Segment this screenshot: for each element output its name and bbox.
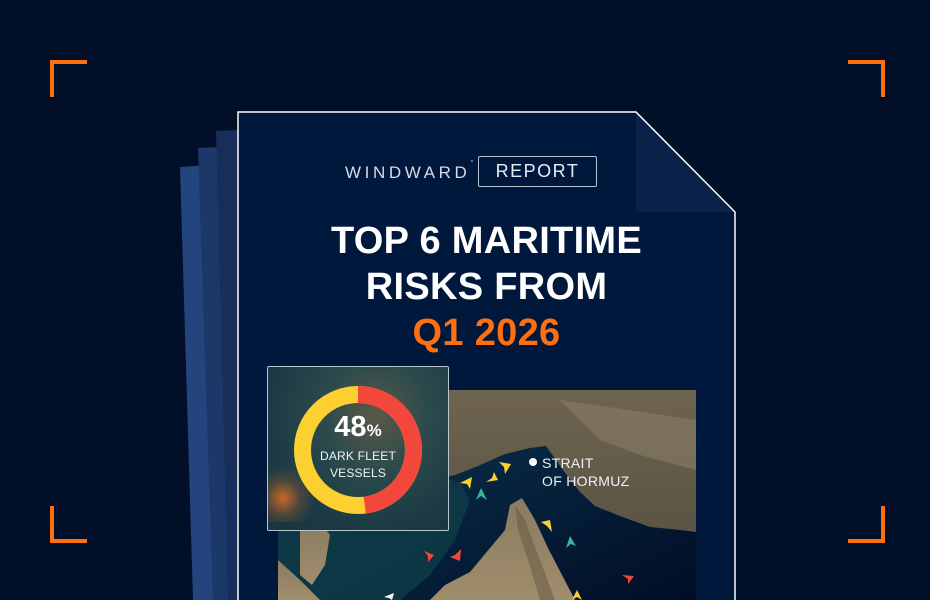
title-line-2: RISKS FROM	[365, 266, 608, 308]
title-period: Q1 2026	[412, 312, 561, 354]
corner-bracket-bottom-right	[848, 506, 885, 543]
report-title: TOP 6 MARITIME RISKS FROM Q1 2026	[238, 218, 735, 356]
vessel-marker-icon	[384, 462, 634, 600]
corner-bracket-top-left	[50, 60, 87, 97]
corner-bracket-bottom-left	[50, 506, 87, 543]
brand-name: WINDWARD	[345, 163, 471, 182]
corner-bracket-top-right	[848, 60, 885, 97]
windward-logo: WINDWARD°	[345, 156, 473, 190]
dark-fleet-stat-card: 48% DARK FLEET VESSELS	[267, 366, 449, 531]
donut-center: 48% DARK FLEET VESSELS	[293, 385, 423, 515]
location-dot-icon	[529, 458, 537, 466]
brand-mark: °	[470, 160, 474, 167]
title-line-1: TOP 6 MARITIME	[330, 220, 643, 262]
report-badge: REPORT	[478, 156, 597, 187]
map-location-label: STRAIT OF HORMUZ	[542, 455, 630, 489]
stat-label: DARK FLEET VESSELS	[319, 449, 396, 480]
donut-chart	[294, 386, 422, 514]
stat-value: 48%	[334, 411, 382, 443]
